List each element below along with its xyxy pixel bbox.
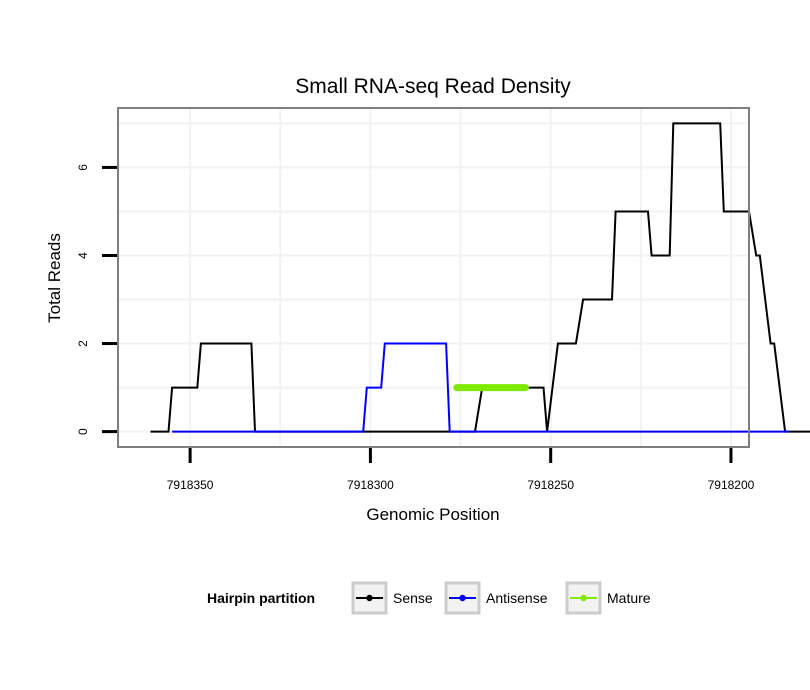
series-layer [150,122,810,433]
y-axis-label: Total Reads [45,233,64,323]
y-tick-label: 0 [76,428,90,435]
legend-label: Sense [393,590,433,606]
legend-label: Mature [607,590,651,606]
legend-label: Antisense [486,590,548,606]
legend-key-point [580,594,587,602]
legend-item-sense: Sense [351,581,433,615]
x-tick-label: 7918200 [708,478,755,492]
legend-key-point [366,594,373,602]
legend-item-antisense: Antisense [444,581,548,615]
legend-item-mature: Mature [565,581,651,615]
x-axis-label: Genomic Position [366,505,499,524]
y-tick-label: 2 [76,340,90,347]
x-tick-label: 7918250 [527,478,574,492]
legend: Hairpin partition Sense Antisense Mature [207,581,651,615]
plot-border [117,107,750,448]
chart-title: Small RNA-seq Read Density [295,75,571,98]
legend-title: Hairpin partition [207,590,315,606]
x-tick-label: 7918300 [347,478,394,492]
grid-lines [118,108,749,447]
y-tick-label: 6 [76,164,90,171]
x-axis-ticks: 7918350 7918300 7918250 7918200 [167,448,755,492]
legend-key-point [459,594,466,602]
series-line-antisense [172,342,789,433]
x-tick-label: 7918350 [167,478,214,492]
y-tick-label: 4 [76,252,90,259]
plot-panel [118,108,749,447]
y-axis-ticks: 0 2 4 6 [76,164,117,435]
